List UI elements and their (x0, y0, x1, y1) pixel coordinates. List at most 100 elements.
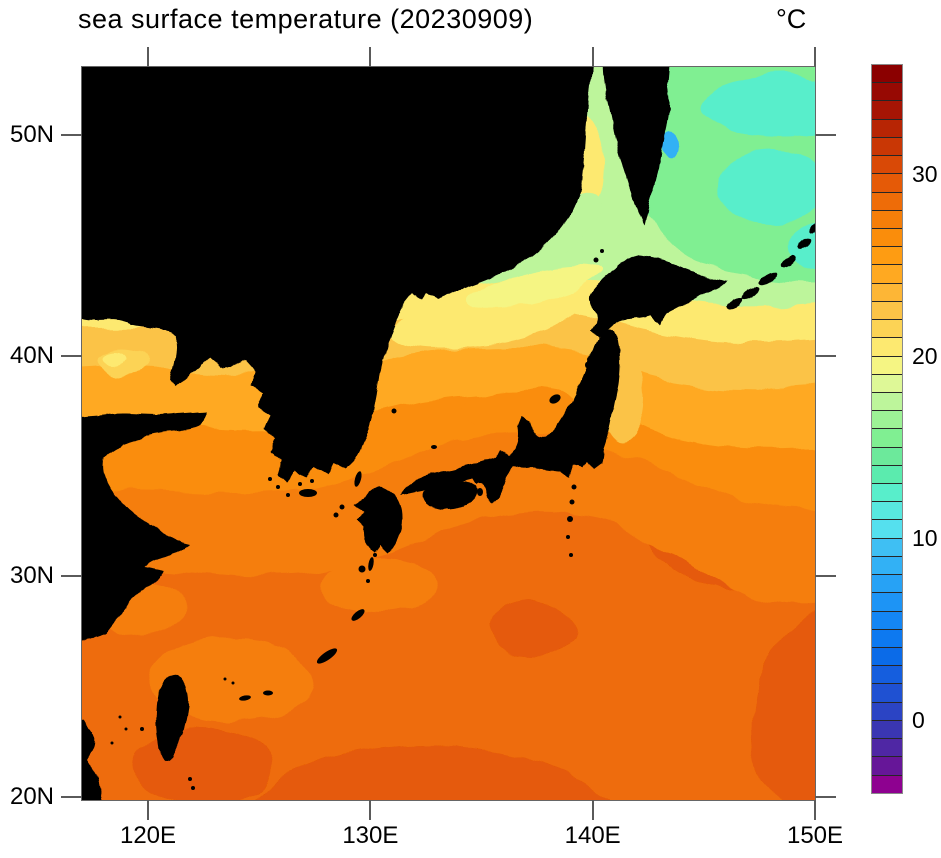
sst-map (82, 67, 815, 800)
y-axis-tick-label: 40N (9, 341, 54, 369)
tsushima-island (354, 471, 362, 487)
colorbar-segment (872, 701, 902, 720)
china-east-coast (82, 411, 206, 641)
colorbar-segment (872, 610, 902, 629)
colorbar-segment (872, 209, 902, 228)
y-axis-tick-left (61, 354, 82, 357)
colorbar-segment (872, 719, 902, 739)
colorbar-segment (872, 628, 902, 647)
sst-band-29c (251, 611, 815, 800)
colorbar-segment (872, 665, 902, 684)
colorbar-segment (872, 683, 902, 702)
taiwan-island (155, 674, 189, 761)
colorbar-segment (872, 428, 902, 447)
colorbar-tick-label: 30 (912, 161, 938, 188)
honshu-island (400, 330, 621, 503)
ulleungdo-island (391, 408, 397, 414)
x-axis-tick-label: 130E (342, 822, 399, 849)
colorbar-segment (872, 82, 902, 101)
colorbar-segment (872, 155, 902, 174)
colorbar-segment (872, 537, 902, 556)
x-axis-tick-bottom (369, 800, 372, 820)
sakhalin-island (602, 67, 671, 225)
jeju-island (299, 489, 317, 497)
colorbar-unit-label: °C (776, 4, 807, 34)
kyushu-island (354, 486, 403, 553)
colorbar-segment (872, 264, 902, 283)
china-coastal-islands (110, 715, 144, 745)
colorbar-segment (872, 227, 902, 247)
x-axis-tick-bottom (814, 800, 816, 820)
x-axis-tick-label: 140E (564, 822, 621, 849)
colorbar (871, 64, 903, 794)
colorbar-segment (872, 464, 902, 484)
colorbar-segment (872, 446, 902, 465)
x-axis-tick-label: 150E (786, 822, 844, 849)
sst-okhotsk-cyan (702, 75, 815, 139)
y-axis-tick-right (815, 354, 836, 357)
colorbar-segment (872, 647, 902, 666)
y-axis-tick-label: 30N (9, 562, 54, 590)
batanes-islands (188, 777, 195, 790)
ryukyu-islands (223, 553, 377, 701)
izu-islands (566, 484, 577, 557)
plot-title: sea surface temperature (20230909) (78, 4, 534, 34)
colorbar-segment (872, 519, 902, 538)
sst-japan-sea-pale (468, 262, 606, 308)
colorbar-tick-label: 20 (912, 343, 938, 370)
y-axis-tick-label: 50N (9, 120, 54, 148)
continent-landmass (82, 67, 593, 483)
x-axis-tick-top (147, 47, 150, 67)
y-axis-tick-left (61, 795, 82, 798)
colorbar-segment (872, 173, 902, 192)
colorbar-segment (872, 282, 902, 301)
oki-islands (431, 445, 437, 449)
colorbar-segment (872, 246, 902, 265)
y-axis-tick-right (815, 795, 836, 798)
x-axis-tick-bottom (147, 800, 150, 820)
sst-okhotsk-cyan (717, 152, 815, 222)
colorbar-segment (872, 483, 902, 502)
y-axis-tick-left (61, 575, 82, 578)
sst-japan-sea-yellow (387, 290, 577, 348)
colorbar-tick-label: 0 (912, 707, 925, 734)
hokkaido-island (588, 255, 727, 339)
land-layer (82, 67, 815, 800)
x-axis-tick-top (369, 47, 372, 67)
colorbar-tick-label: 10 (912, 525, 938, 552)
awaji-island (477, 488, 483, 496)
sst-band-29c (487, 597, 577, 657)
y-axis-tick-right (815, 575, 836, 578)
sado-island (549, 394, 561, 404)
colorbar-segment (872, 319, 902, 338)
colorbar-segment (872, 65, 902, 83)
colorbar-segment (872, 756, 902, 775)
y-axis-tick-right (815, 133, 836, 136)
colorbar-segment (872, 373, 902, 392)
x-axis-tick-label: 120E (119, 822, 177, 849)
shikoku-island (422, 480, 478, 510)
sst-bohai-core (100, 352, 128, 366)
y-axis-tick-label: 20N (9, 782, 54, 810)
colorbar-segment (872, 337, 902, 356)
kuril-islands (725, 221, 815, 309)
x-axis-tick-top (591, 47, 594, 67)
colorbar-segment (872, 574, 902, 593)
colorbar-segment (872, 391, 902, 411)
colorbar-segment (872, 555, 902, 575)
colorbar-segment (872, 355, 902, 374)
colorbar-segment (872, 191, 902, 210)
sst-south-light-patch (152, 637, 312, 721)
small-islands (110, 249, 604, 790)
colorbar-segment (872, 774, 902, 793)
x-axis-tick-top (814, 47, 816, 67)
korea-coastal-islands (268, 477, 345, 518)
colorbar-segment (872, 136, 902, 156)
colorbar-segment (872, 592, 902, 611)
sst-south-light-patch (322, 559, 442, 615)
china-southeast-coast (82, 721, 102, 800)
colorbar-segment (872, 501, 902, 520)
colorbar-segment (872, 300, 902, 320)
y-axis-tick-left (61, 133, 82, 136)
